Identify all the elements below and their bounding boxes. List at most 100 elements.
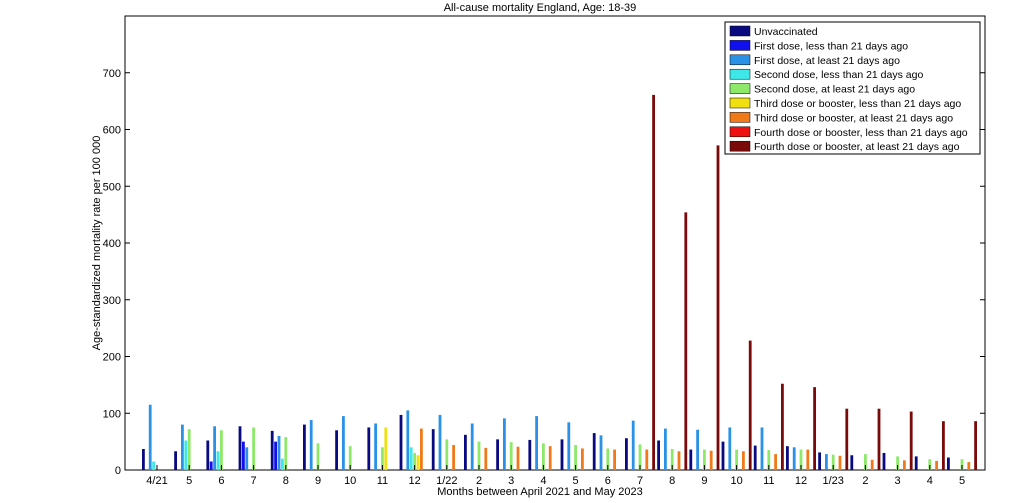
- legend-swatch: [729, 97, 751, 109]
- bar: [781, 383, 784, 470]
- bar: [277, 435, 281, 470]
- bar: [399, 414, 403, 470]
- bar: [935, 460, 938, 470]
- bar: [245, 447, 249, 470]
- legend-swatch: [729, 40, 751, 51]
- x-tick-label: 6: [605, 475, 611, 487]
- legend-label: Fourth dose or booster, at least 21 days…: [754, 141, 960, 153]
- bar: [760, 427, 764, 470]
- bar: [670, 449, 674, 470]
- bar: [438, 414, 442, 470]
- bar: [216, 451, 220, 470]
- bar: [813, 387, 816, 470]
- bar: [187, 429, 191, 470]
- bar: [728, 427, 732, 470]
- bar: [535, 416, 538, 470]
- legend: Unvaccinated First dose, less than 21 day…: [724, 21, 981, 155]
- bar: [870, 459, 874, 470]
- bar: [496, 439, 499, 470]
- bar: [599, 435, 603, 470]
- bar: [374, 423, 377, 470]
- y-tick-label: 400: [103, 238, 121, 250]
- bar: [367, 427, 371, 470]
- bar: [470, 423, 474, 470]
- bar: [942, 421, 945, 470]
- bar: [181, 424, 184, 470]
- legend-swatch: [729, 68, 751, 80]
- bar: [792, 447, 796, 470]
- bar: [209, 461, 213, 470]
- bar: [864, 454, 867, 470]
- bar: [342, 416, 345, 470]
- legend-label: Unvaccinated: [754, 26, 818, 38]
- bar: [238, 426, 242, 470]
- legend-label: Fourth dose or booster, less than 21 day…: [754, 127, 968, 139]
- bar: [528, 439, 532, 470]
- bar: [735, 449, 738, 470]
- bar: [818, 452, 821, 470]
- x-tick-label: 12: [408, 475, 420, 487]
- bar: [903, 460, 906, 470]
- bar: [967, 462, 971, 470]
- bar: [152, 461, 155, 470]
- bar: [638, 444, 642, 470]
- bar: [799, 449, 803, 470]
- legend-swatch: [729, 25, 751, 37]
- x-tick-label: 2: [476, 475, 482, 487]
- x-tick-label: 11: [763, 475, 774, 487]
- bar: [509, 442, 513, 470]
- bar: [742, 451, 745, 470]
- bar: [409, 447, 413, 470]
- legend-label: Third dose or booster, at least 21 days …: [754, 112, 953, 124]
- bar: [664, 428, 667, 470]
- legend-label: Second dose, at least 21 days ago: [754, 84, 915, 96]
- bar: [516, 446, 520, 470]
- bar: [148, 404, 152, 470]
- bar: [877, 408, 881, 470]
- bar: [786, 446, 789, 470]
- x-tick-label: 4/21: [146, 475, 167, 487]
- legend-swatch: [729, 126, 751, 138]
- legend-box: [724, 21, 981, 155]
- bar: [909, 411, 913, 470]
- bar: [645, 449, 649, 470]
- bar: [503, 418, 506, 470]
- bar: [542, 443, 545, 470]
- bar: [753, 445, 757, 470]
- x-axis-ticks: 4/21 5 6 7 8 9 10 11 12 1/22 2 3 4 5 6 7 8 9 10 11 12 1/23 2 3 4…: [146, 465, 965, 487]
- y-tick-label: 600: [103, 125, 121, 137]
- legend-swatch: [729, 112, 751, 123]
- bar: [464, 434, 467, 470]
- bar: [420, 428, 423, 470]
- x-tick-label: 3: [508, 475, 514, 487]
- bar: [548, 446, 552, 470]
- bar: [882, 452, 886, 470]
- bar: [574, 445, 577, 470]
- bar: [677, 451, 681, 470]
- bar: [806, 449, 810, 470]
- bar: [242, 441, 245, 471]
- chart-title: All-cause mortality England, Age: 18-39: [444, 2, 637, 14]
- bar: [845, 408, 849, 470]
- legend-swatch: [729, 83, 751, 94]
- y-tick-label: 200: [103, 352, 121, 364]
- bar: [452, 445, 455, 470]
- legend-label: Second dose, less than 21 days ago: [754, 69, 923, 81]
- legend-label: First dose, less than 21 days ago: [754, 40, 908, 52]
- bar: [206, 440, 210, 470]
- bar: [309, 420, 313, 470]
- bar: [613, 449, 616, 470]
- bar: [684, 212, 688, 471]
- y-axis-label: Age-standardized mortality rate per 100 …: [91, 136, 103, 351]
- bar: [560, 439, 564, 470]
- x-tick-label: 1/22: [436, 475, 457, 487]
- x-tick-label: 5: [186, 475, 192, 487]
- bar: [303, 424, 306, 470]
- bar: [974, 421, 977, 470]
- bar: [274, 441, 277, 471]
- bar: [896, 456, 899, 470]
- bar: [748, 340, 752, 470]
- x-tick-label: 10: [344, 475, 356, 487]
- bar: [284, 437, 288, 470]
- bar: [774, 454, 777, 470]
